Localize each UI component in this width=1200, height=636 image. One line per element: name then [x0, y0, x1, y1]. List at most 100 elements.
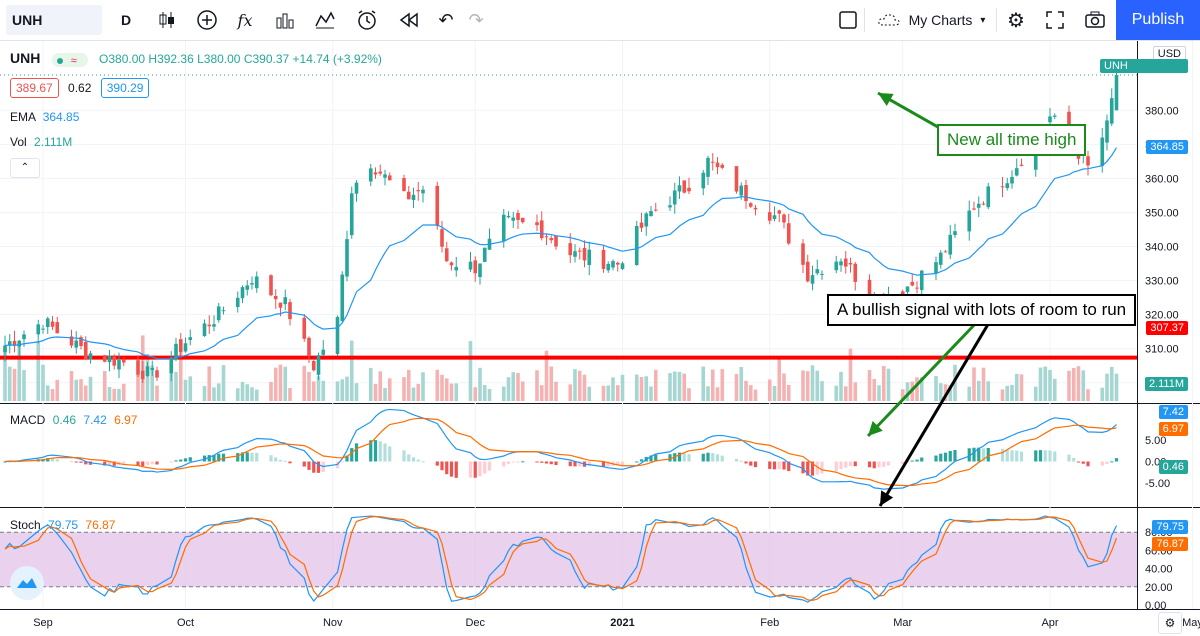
candle-body — [17, 340, 22, 347]
replay-icon[interactable] — [392, 0, 426, 40]
candle-body — [520, 217, 525, 223]
candle-body — [867, 279, 872, 301]
volume-bar — [587, 386, 592, 401]
candle-body — [212, 324, 216, 327]
candle-body — [221, 310, 226, 312]
macd-histogram-bar — [1019, 451, 1024, 462]
macd-histogram-bar — [834, 461, 838, 472]
macd-line — [4, 408, 1117, 490]
candle-body — [568, 243, 573, 256]
chart-settings-gear-icon[interactable]: ⚙ — [1158, 612, 1182, 634]
volume-bar — [919, 377, 924, 401]
tradingview-logo[interactable] — [10, 566, 44, 600]
candle-body — [3, 345, 7, 353]
macd-histogram-bar — [844, 461, 848, 468]
macd-histogram-bar — [568, 461, 572, 467]
volume-bar — [886, 368, 891, 401]
candle-body — [140, 370, 145, 380]
volume-bar — [254, 389, 259, 401]
candle-body — [516, 212, 520, 220]
compare-icon[interactable] — [308, 0, 342, 40]
macd-histogram-bar — [236, 453, 240, 462]
volume-bar — [1100, 387, 1105, 401]
currency-usd-tag[interactable]: USD — [1152, 46, 1186, 62]
bid-box[interactable]: 389.67 — [10, 78, 59, 98]
macd-histogram-bar — [255, 452, 259, 462]
volume-bar — [715, 387, 720, 401]
my-charts-label: My Charts — [908, 12, 973, 28]
templates-icon[interactable] — [268, 0, 302, 40]
macd-hist-value: 0.46 — [52, 413, 77, 427]
candle-body — [677, 185, 682, 192]
ask-box[interactable]: 390.29 — [100, 78, 150, 98]
settings-gear-icon[interactable]: ⚙ — [1007, 9, 1025, 32]
macd-histogram-bar — [378, 441, 382, 462]
macd-histogram-bar — [977, 447, 981, 462]
volume-bar — [615, 385, 620, 401]
candle-body — [468, 261, 473, 270]
annotation-all-time-high[interactable]: New all time high — [937, 124, 1087, 156]
market-status-icon[interactable]: ≈ — [51, 52, 88, 67]
macd-histogram-bar — [1010, 450, 1014, 462]
candle-body — [1010, 176, 1014, 184]
candle-body — [7, 341, 12, 346]
volume-bar — [972, 367, 976, 401]
publish-button[interactable]: Publish — [1116, 0, 1200, 40]
stoch-d-tag-value: 76.87 — [1156, 538, 1184, 550]
add-indicator-icon[interactable] — [190, 0, 224, 40]
candle-body — [843, 258, 848, 267]
candle-body — [202, 323, 207, 337]
macd-histogram-bar — [1076, 461, 1081, 463]
volume-bar — [506, 377, 511, 401]
candle-body — [653, 209, 658, 211]
candle-body — [577, 250, 582, 252]
alert-icon[interactable] — [350, 0, 384, 40]
undo-icon[interactable]: ↶ — [438, 9, 454, 30]
fullscreen-icon[interactable] — [1038, 0, 1072, 40]
macd-histogram-bar — [136, 461, 140, 466]
candle-body — [748, 203, 753, 207]
macd-histogram-bar — [587, 461, 591, 466]
volume-bar — [17, 345, 22, 401]
macd-histogram-bar — [701, 453, 705, 462]
candles-icon[interactable] — [150, 0, 184, 40]
layout-icon[interactable] — [834, 0, 862, 40]
snapshot-camera-icon[interactable] — [1078, 0, 1112, 40]
volume-bar — [55, 379, 60, 401]
interval-button[interactable]: D — [112, 0, 140, 40]
volume-bar — [777, 357, 782, 401]
candle-body — [145, 366, 150, 376]
price-tick-label: 320.00 — [1145, 310, 1179, 322]
my-charts-button[interactable]: My Charts ▾ — [870, 0, 992, 40]
candle-body — [706, 157, 710, 177]
macd-histogram-bar — [350, 448, 354, 462]
signal-line — [4, 417, 1117, 487]
macd-histogram-bar — [141, 461, 145, 467]
candle-body — [316, 355, 321, 375]
annotation-bullish-signal[interactable]: A bullish signal with lots of room to ru… — [827, 294, 1137, 326]
volume-bar — [582, 374, 587, 401]
redo-icon[interactable]: ↷ — [468, 9, 484, 30]
interval-label: D — [120, 12, 132, 28]
collapse-legend-icon[interactable]: ⌃ — [10, 158, 40, 178]
macd-histogram-bar — [939, 453, 943, 462]
candle-body — [777, 210, 782, 214]
volume-bar — [934, 375, 938, 401]
macd-histogram-bar — [411, 457, 416, 462]
macd-histogram-bar — [1081, 461, 1085, 464]
candle-body — [435, 185, 440, 226]
volume-bar — [573, 369, 577, 401]
volume-bar — [378, 371, 383, 401]
symbol-search[interactable]: UNH — [6, 5, 102, 35]
vol-value: 2.111M — [34, 135, 73, 149]
volume-bar — [549, 366, 554, 401]
stoch-label: Stoch — [10, 518, 41, 532]
indicators-icon[interactable]: fx — [237, 10, 253, 30]
candle-body — [511, 217, 516, 221]
volume-bar — [867, 370, 872, 401]
volume-bar — [354, 383, 359, 401]
volume-bar — [406, 369, 411, 401]
macd-histogram-bar — [1048, 450, 1052, 462]
volume-bar — [207, 366, 212, 401]
hline-price-tag: 307.37 — [1146, 321, 1188, 335]
